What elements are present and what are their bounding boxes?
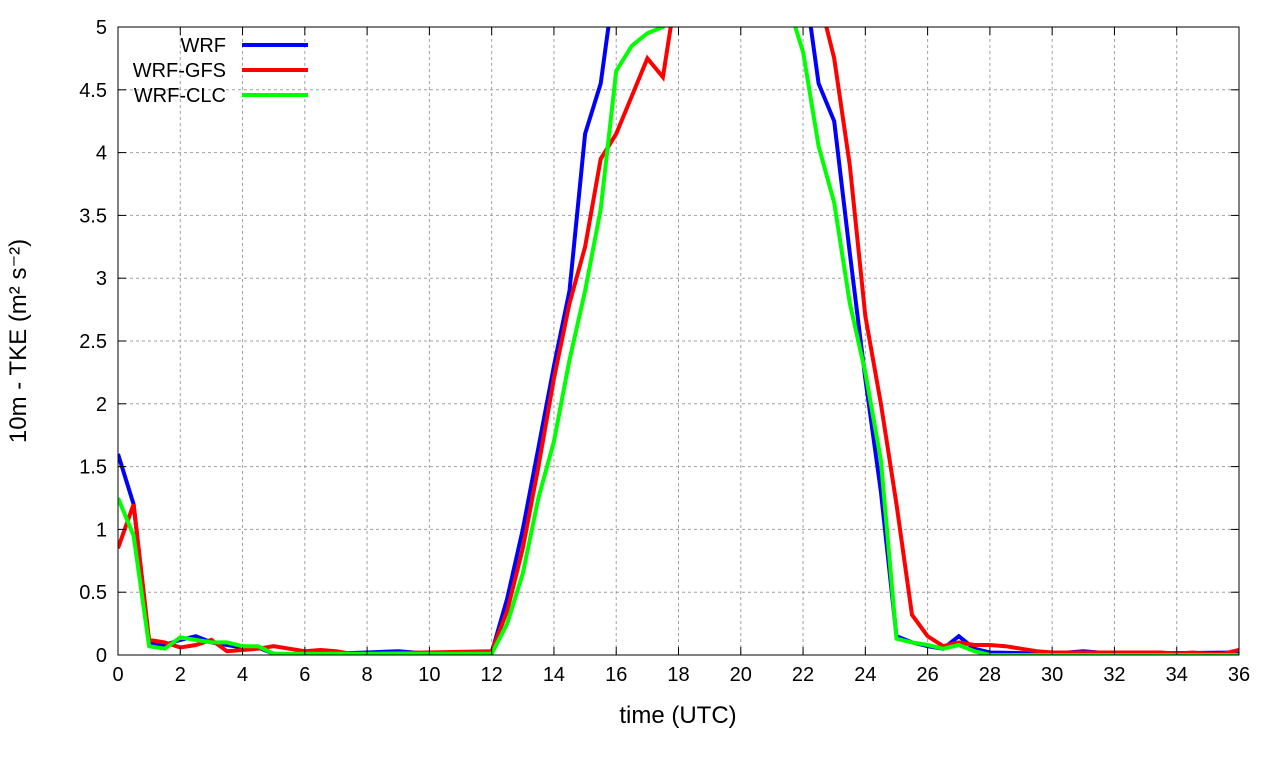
legend-label: WRF xyxy=(180,35,226,57)
x-tick-label: 34 xyxy=(1166,664,1188,686)
series-line-wrf-gfs xyxy=(118,27,1239,655)
y-tick-label: 4.5 xyxy=(79,80,107,102)
series-line-wrf-clc xyxy=(118,27,1239,655)
y-tick-label: 2.5 xyxy=(79,331,107,353)
x-tick-label: 18 xyxy=(667,664,689,686)
legend: WRF WRF-GFS WRF-CLC xyxy=(133,35,308,107)
x-tick-label: 28 xyxy=(979,664,1001,686)
x-tick-label: 30 xyxy=(1041,664,1063,686)
x-tick-label: 8 xyxy=(362,664,373,686)
x-tick-label: 24 xyxy=(854,664,876,686)
y-tick-label: 3 xyxy=(96,268,107,290)
y-tick-label: 0 xyxy=(96,645,107,667)
x-tick-label: 12 xyxy=(481,664,503,686)
y-tick-label: 4 xyxy=(96,143,107,165)
y-axis-label: 10m - TKE (m² s⁻²) xyxy=(5,239,32,443)
x-tick-label: 6 xyxy=(299,664,310,686)
legend-label: WRF-GFS xyxy=(133,60,226,82)
x-tick-label: 20 xyxy=(730,664,752,686)
x-tick-label: 32 xyxy=(1103,664,1125,686)
y-tick-label: 1 xyxy=(96,519,107,541)
legend-label: WRF-CLC xyxy=(134,85,226,107)
x-tick-label: 4 xyxy=(237,664,248,686)
series-lines xyxy=(118,27,1239,655)
y-tick-label: 2 xyxy=(96,394,107,416)
grid-lines xyxy=(118,27,1239,655)
x-axis-label: time (UTC) xyxy=(619,702,736,729)
x-tick-label: 36 xyxy=(1228,664,1250,686)
x-tick-label: 14 xyxy=(543,664,565,686)
y-tick-label: 3.5 xyxy=(79,205,107,227)
axis-ticks: 0 2 4 6 8 10 12 14 16 18 20 22 24 26 28 30 32 34 3600.511.… xyxy=(79,17,1250,686)
x-tick-label: 26 xyxy=(916,664,938,686)
x-tick-label: 2 xyxy=(175,664,186,686)
y-tick-label: 0.5 xyxy=(79,582,107,604)
x-tick-label: 10 xyxy=(418,664,440,686)
x-tick-label: 0 xyxy=(112,664,123,686)
y-tick-label: 5 xyxy=(96,17,107,39)
x-tick-label: 22 xyxy=(792,664,814,686)
x-tick-label: 16 xyxy=(605,664,627,686)
y-tick-label: 1.5 xyxy=(79,457,107,479)
